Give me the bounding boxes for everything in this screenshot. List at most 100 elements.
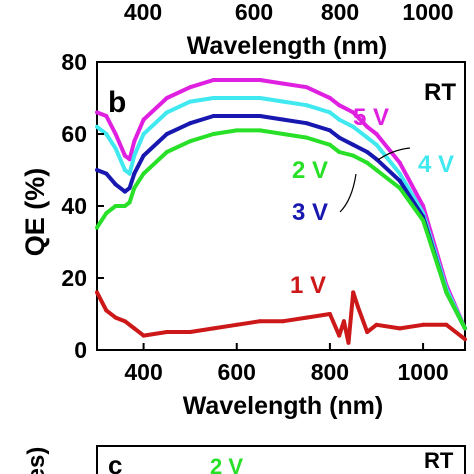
bottom-y-axis-label-fragment: es) (23, 447, 50, 474)
data-point (164, 150, 169, 154)
data-point (397, 160, 402, 165)
data-point (122, 153, 127, 158)
data-point (188, 121, 193, 126)
bottom-panel-label: c (108, 450, 122, 474)
data-point (374, 132, 379, 136)
bottom-condition-label: RT (424, 448, 454, 473)
x-tick-label: 1000 (397, 359, 448, 385)
data-point (281, 117, 286, 122)
data-point (463, 326, 467, 331)
y-tick-label: 80 (61, 49, 87, 75)
data-point (141, 153, 146, 158)
data-point (127, 186, 132, 190)
y-tick-label: 60 (61, 121, 87, 147)
top-x-tick: 1000 (402, 0, 453, 25)
data-point (374, 142, 379, 147)
data-point (113, 146, 118, 151)
data-point (397, 171, 402, 176)
series-label-3v: 3 V (292, 199, 328, 226)
data-point (304, 103, 309, 108)
data-point (281, 81, 286, 86)
data-point (304, 85, 309, 90)
data-point (211, 132, 216, 136)
x-tick-label: 800 (311, 359, 349, 385)
top-x-tick: 600 (235, 0, 273, 25)
data-point (351, 290, 356, 295)
data-point (188, 99, 193, 104)
y-tick-label: 0 (74, 337, 87, 363)
data-point (113, 204, 118, 208)
data-point (351, 142, 356, 147)
data-point (122, 189, 127, 194)
data-point (113, 315, 118, 320)
data-point (374, 322, 379, 327)
data-point (421, 322, 426, 327)
data-point (234, 322, 239, 327)
data-point (188, 85, 193, 90)
data-point (346, 340, 351, 345)
data-point (365, 330, 370, 334)
x-tick-label: 400 (124, 359, 162, 385)
data-point (304, 135, 309, 140)
data-point (355, 304, 360, 309)
data-point (95, 168, 99, 172)
plot-frame (96, 61, 466, 351)
data-point (141, 117, 146, 122)
series-label-4v: 4 V (418, 151, 454, 178)
data-point (337, 135, 342, 140)
data-point (141, 171, 146, 176)
data-point (234, 78, 239, 82)
top-x-axis-label: Wavelength (nm) (187, 32, 387, 60)
data-point (104, 132, 109, 136)
data-point (304, 121, 309, 126)
data-point (104, 211, 109, 216)
data-point (327, 96, 332, 100)
panel-label: b (108, 86, 126, 119)
annotation-arrow-3v (339, 173, 357, 213)
data-point (337, 117, 342, 122)
data-point (351, 153, 356, 158)
data-point (421, 218, 426, 223)
data-point (374, 157, 379, 162)
data-point (104, 171, 109, 176)
data-point (211, 96, 216, 100)
data-point (327, 142, 332, 147)
series-line-2v (95, 128, 467, 330)
data-point (113, 132, 118, 136)
series-label-5v: 5 V (353, 104, 389, 131)
series-layer (95, 78, 467, 345)
series-label-2v: 2 V (292, 157, 328, 184)
data-point (444, 322, 449, 327)
data-point (113, 182, 118, 187)
data-point (234, 128, 239, 133)
data-point (397, 178, 402, 183)
data-point (132, 153, 137, 158)
data-point (234, 114, 239, 118)
top-panel-x-axis: 400 600 800 1000 Wavelength (nm) (124, 0, 454, 60)
data-point (281, 319, 286, 324)
bottom-plot-frame (96, 445, 466, 474)
data-point (397, 186, 402, 190)
data-point (188, 139, 193, 144)
top-x-tick: 800 (321, 0, 359, 25)
data-point (104, 308, 109, 313)
qe-chart: 400 600 800 1000 0 20 40 60 80 b RT Wavelength … (20, 49, 467, 420)
bottom-panel: c RT 2 V es) (23, 445, 466, 474)
data-point (444, 290, 449, 295)
x-axis: 400 600 800 1000 (124, 343, 449, 385)
data-point (95, 124, 99, 129)
data-point (327, 128, 332, 133)
data-point (188, 330, 193, 334)
condition-label: RT (424, 79, 456, 106)
data-point (281, 99, 286, 104)
data-point (132, 171, 137, 176)
x-tick-label: 600 (218, 359, 256, 385)
data-point (122, 319, 127, 324)
data-point (281, 132, 286, 136)
data-point (337, 103, 342, 108)
data-point (258, 114, 262, 118)
data-point (132, 186, 137, 190)
data-point (337, 150, 342, 154)
data-point (211, 114, 216, 118)
